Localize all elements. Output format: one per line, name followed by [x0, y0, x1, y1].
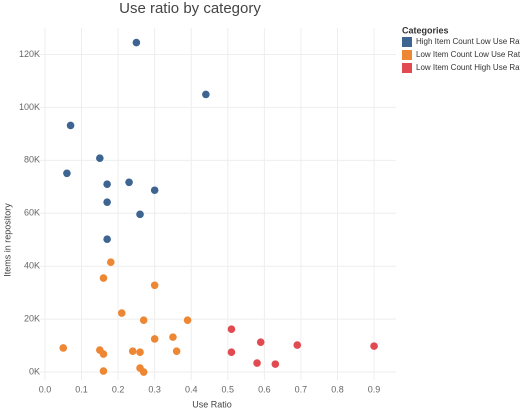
legend-title: Categories [402, 25, 449, 35]
point [66, 121, 75, 130]
point [103, 180, 111, 188]
y-tick-label: 20K [24, 314, 40, 324]
point [136, 348, 144, 357]
point [99, 350, 108, 358]
x-tick-label: 0.5 [222, 384, 235, 394]
legend-label: Low Item Count Low Use Ratio [416, 50, 520, 59]
point [183, 316, 192, 324]
point [150, 281, 159, 290]
point [169, 333, 177, 341]
point [103, 198, 111, 206]
point [370, 342, 378, 350]
x-tick-label: 0.2 [112, 384, 125, 394]
point [202, 90, 210, 99]
chart-title: Use ratio by category [119, 0, 261, 17]
y-tick-label: 80K [24, 155, 40, 165]
point [139, 316, 148, 324]
legend-swatch [402, 50, 412, 60]
point [106, 258, 115, 267]
x-tick-label: 0.0 [39, 384, 52, 394]
point [103, 235, 111, 243]
point [99, 367, 108, 375]
y-tick-label: 40K [24, 261, 40, 271]
x-tick-label: 0.8 [331, 384, 344, 394]
x-axis-label: Use Ratio [192, 399, 232, 409]
point [139, 368, 148, 376]
y-tick-label: 0K [29, 366, 40, 376]
y-tick-label: 60K [24, 208, 40, 218]
x-tick-label: 0.7 [295, 384, 308, 394]
point [63, 169, 71, 178]
point [150, 335, 159, 343]
point [128, 347, 137, 355]
point [293, 341, 302, 349]
y-tick-label: 100K [19, 102, 40, 112]
y-tick-label: 120K [19, 49, 40, 59]
point [136, 210, 144, 219]
legend-label: High Item Count Low Use Ratio [416, 37, 520, 46]
x-tick-label: 0.1 [75, 384, 88, 394]
x-tick-label: 0.6 [258, 384, 271, 394]
point [253, 359, 261, 367]
point [59, 344, 68, 352]
point [172, 347, 181, 355]
x-tick-label: 0.4 [185, 384, 198, 394]
x-tick-label: 0.9 [368, 384, 381, 394]
point [256, 338, 265, 346]
point [96, 154, 104, 163]
x-tick-label: 0.3 [148, 384, 161, 394]
point [125, 178, 133, 187]
point [271, 360, 280, 368]
legend-swatch [402, 63, 412, 73]
y-axis-label: Items in repository [2, 203, 12, 277]
point [132, 38, 141, 47]
point [227, 348, 236, 357]
point [227, 325, 236, 333]
point [150, 186, 159, 195]
legend-label: Low Item Count High Use Ratio [416, 63, 520, 72]
point [99, 274, 108, 282]
legend-swatch [402, 37, 412, 47]
point [117, 309, 126, 317]
